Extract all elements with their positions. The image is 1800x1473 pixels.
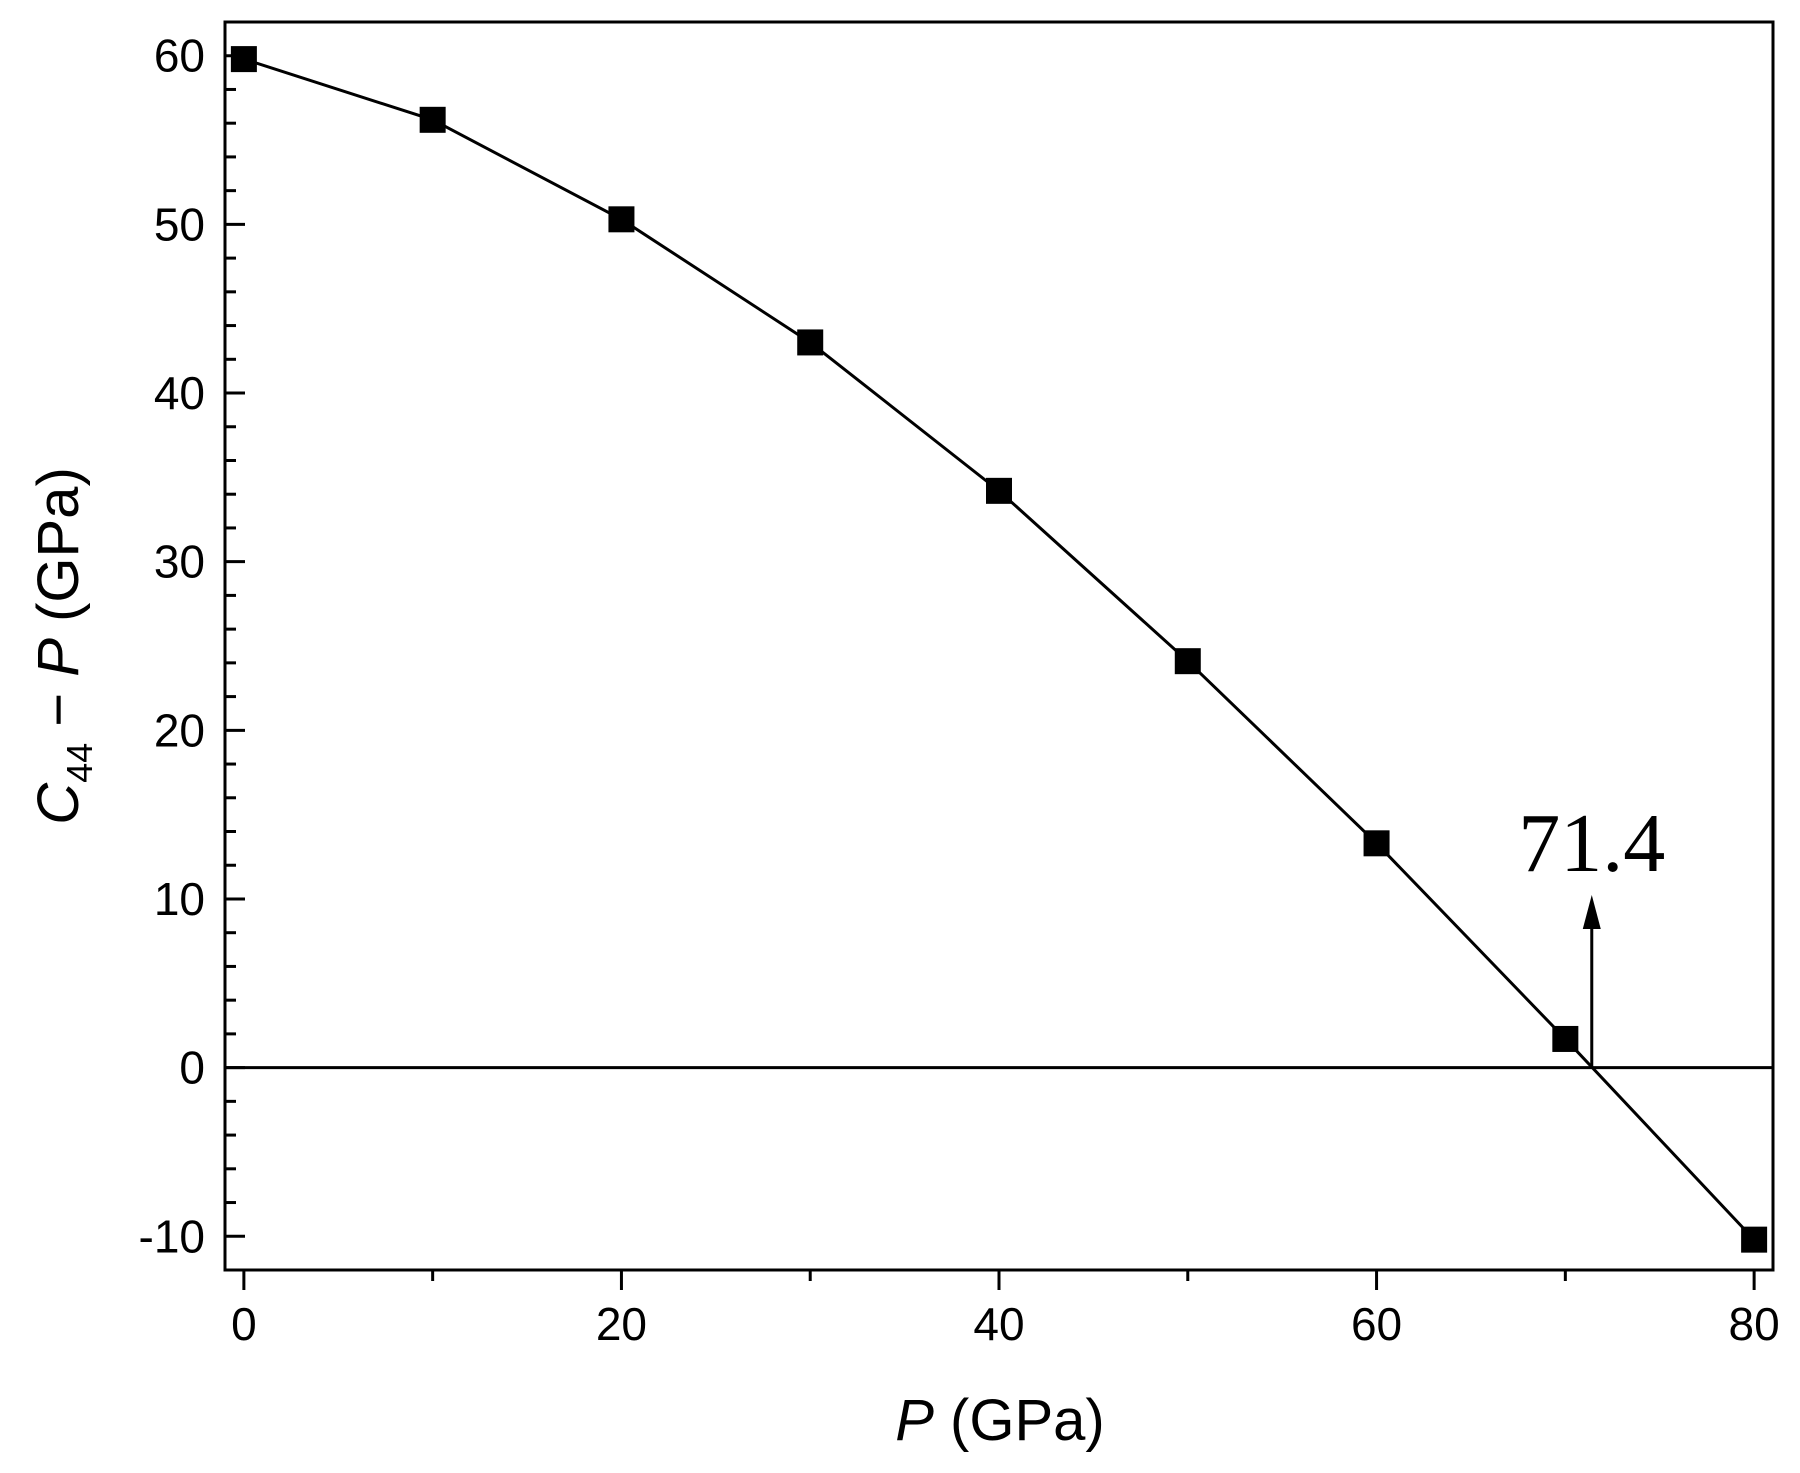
tick-labels: 0 20 40 60 80 -10 0 10 20 30 40 50 60 (139, 30, 1780, 1350)
data-point-marker (230, 46, 257, 73)
data-markers (230, 46, 1768, 1253)
x-tick-label: 20 (596, 1298, 647, 1350)
y-axis-title-c: C (26, 782, 91, 825)
y-tick-label: 60 (154, 30, 205, 82)
data-point-marker (608, 206, 635, 233)
data-point-marker (1552, 1025, 1579, 1052)
y-tick-label: -10 (139, 1210, 205, 1262)
x-tick-label: 80 (1729, 1298, 1780, 1350)
data-point-marker (1174, 648, 1201, 675)
x-axis-title: P (GPa) (895, 1388, 1105, 1453)
y-tick-label: 0 (179, 1042, 205, 1094)
plot-frame (223, 20, 1775, 1272)
x-tick-label: 0 (231, 1298, 257, 1350)
x-axis-title-unit: (GPa) (934, 1388, 1105, 1453)
y-axis-title-subscript: 44 (59, 743, 100, 783)
y-tick-label: 30 (154, 536, 205, 588)
series-line (243, 57, 1756, 1241)
annotation: 71.4 (1518, 797, 1665, 1068)
data-point-marker (1363, 830, 1390, 857)
y-axis-title-minus: − (26, 677, 91, 743)
y-tick-label: 10 (154, 873, 205, 925)
annotation-arrow-head (1582, 894, 1601, 929)
y-tick-label: 50 (154, 198, 205, 250)
major-ticks (225, 54, 1756, 1290)
data-point-marker (419, 106, 446, 133)
x-axis-title-symbol: P (895, 1388, 934, 1453)
y-axis-title-p: P (26, 638, 91, 677)
y-tick-label: 40 (154, 367, 205, 419)
data-point-marker (797, 329, 824, 356)
annotation-label: 71.4 (1518, 797, 1665, 890)
data-point-marker (1741, 1226, 1768, 1253)
x-tick-label: 40 (973, 1298, 1024, 1350)
minor-ticks (225, 20, 1567, 1281)
y-tick-label: 20 (154, 704, 205, 756)
data-point-marker (986, 477, 1012, 504)
y-axis-title: C44 − P (GPa) (26, 467, 100, 825)
y-axis-title-unit: (GPa) (26, 467, 91, 638)
x-tick-label: 60 (1351, 1298, 1402, 1350)
